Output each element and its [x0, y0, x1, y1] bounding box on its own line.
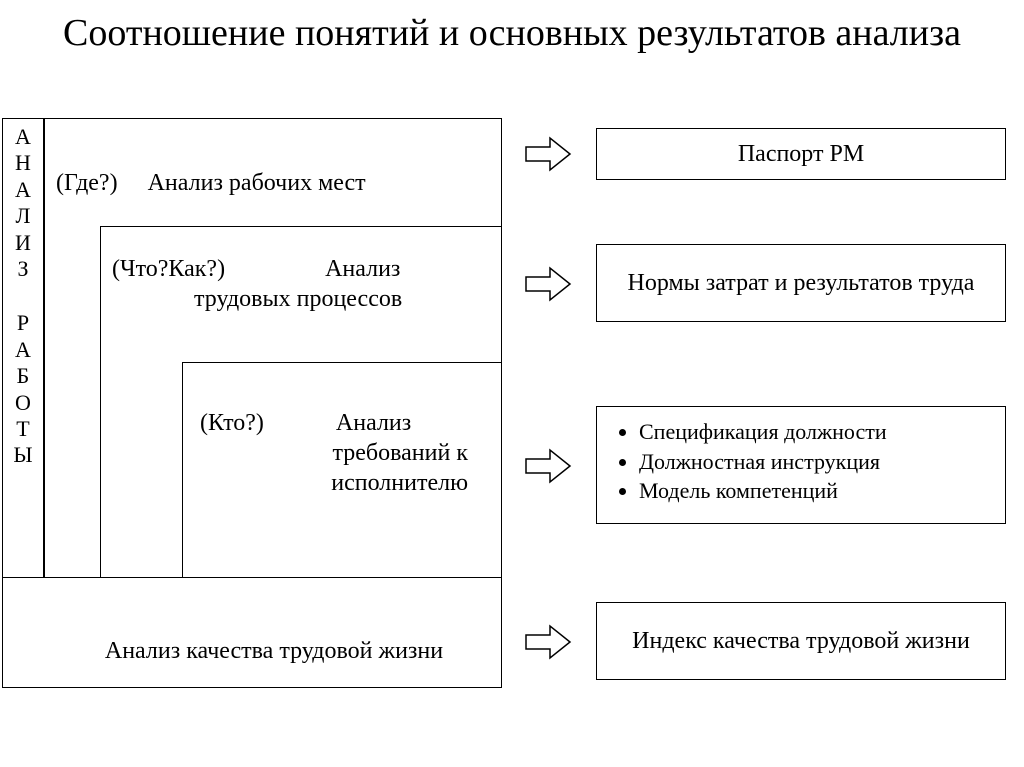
- arrow-icon: [524, 266, 572, 302]
- vchar: Т: [6, 416, 40, 442]
- arrow-icon: [524, 624, 572, 660]
- level3-label-1: Анализ: [336, 410, 411, 436]
- vchar: З: [6, 256, 40, 282]
- vchar: О: [6, 390, 40, 416]
- vchar: А: [6, 337, 40, 363]
- vchar: Н: [6, 150, 40, 176]
- vchar: И: [6, 230, 40, 256]
- diagram-area: А Н А Л И З Р А Б О Т Ы (Где?) Анализ ра…: [0, 118, 1024, 758]
- level1-label: Анализ рабочих мест: [148, 170, 366, 196]
- level3-label-2: требований к: [200, 438, 490, 468]
- result3-item: Должностная инструкция: [639, 447, 991, 477]
- level3-label-3: исполнителю: [200, 468, 490, 498]
- level2-question: (Что?Как?): [112, 256, 225, 282]
- level2-label-2: трудовых процессов: [194, 286, 402, 312]
- arrow-icon: [524, 136, 572, 172]
- vchar: А: [6, 177, 40, 203]
- vchar: Р: [6, 310, 40, 336]
- result-box-2: Нормы затрат и результатов труда: [596, 244, 1006, 322]
- result-box-3: Спецификация должности Должностная инстр…: [596, 406, 1006, 524]
- vchar: Б: [6, 363, 40, 389]
- vspacer: [6, 282, 40, 310]
- level3-question: (Кто?): [200, 410, 264, 436]
- result3-item: Модель компетенций: [639, 476, 991, 506]
- result3-item: Спецификация должности: [639, 417, 991, 447]
- bottom-label: Анализ качества трудовой жизни: [54, 638, 494, 665]
- vertical-label: А Н А Л И З Р А Б О Т Ы: [6, 124, 40, 469]
- level1-text: (Где?) Анализ рабочих мест: [56, 168, 496, 198]
- level3-text: (Кто?) Анализ требований к исполнителю: [200, 408, 490, 498]
- level2-text: (Что?Как?) Анализ трудовых процессов: [112, 254, 492, 314]
- vchar: Ы: [6, 442, 40, 468]
- result-box-4: Индекс качества трудовой жизни: [596, 602, 1006, 680]
- page-title: Соотношение понятий и основных результат…: [0, 0, 1024, 64]
- result3-list: Спецификация должности Должностная инстр…: [625, 417, 991, 506]
- result-box-1: Паспорт РМ: [596, 128, 1006, 180]
- arrow-icon: [524, 448, 572, 484]
- level1-question: (Где?): [56, 170, 118, 196]
- vchar: Л: [6, 203, 40, 229]
- vchar: А: [6, 124, 40, 150]
- level2-label-1: Анализ: [325, 256, 400, 282]
